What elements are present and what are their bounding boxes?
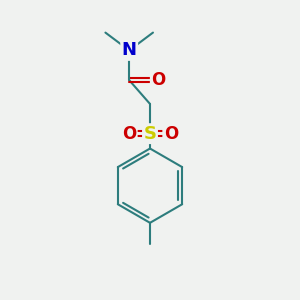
Text: N: N	[122, 41, 137, 59]
Text: S: S	[143, 125, 157, 143]
Text: O: O	[151, 71, 165, 89]
Text: O: O	[164, 125, 178, 143]
Text: O: O	[122, 125, 136, 143]
